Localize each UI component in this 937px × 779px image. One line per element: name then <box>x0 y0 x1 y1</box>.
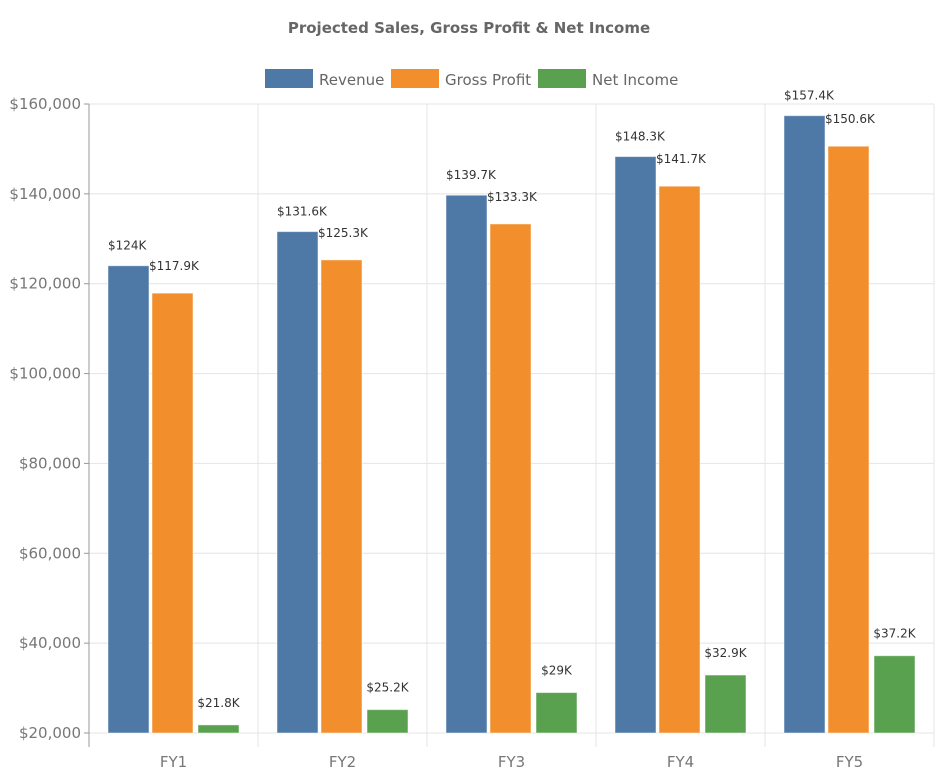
legend-label: Revenue <box>319 71 384 89</box>
data-label: $125.3K <box>318 226 369 240</box>
legend-swatch-net-income <box>538 69 586 88</box>
bar-net-income <box>704 674 747 734</box>
data-label: $157.4K <box>784 89 835 103</box>
x-tick-label: FY5 <box>836 753 863 771</box>
y-tick-label: $140,000 <box>9 185 81 203</box>
bar-revenue <box>783 115 826 734</box>
data-label: $117.9K <box>149 259 200 273</box>
data-label: $131.6K <box>277 205 328 219</box>
y-tick-label: $100,000 <box>9 365 81 383</box>
data-label: $141.7K <box>656 152 707 166</box>
bar-gross-profit <box>658 185 701 734</box>
bar-gross-profit <box>489 223 532 734</box>
x-tick-label: FY1 <box>160 753 187 771</box>
bar-revenue <box>614 156 657 734</box>
x-tick-label: FY4 <box>667 753 694 771</box>
y-tick-label: $60,000 <box>19 544 81 562</box>
y-tick-label: $20,000 <box>19 724 81 742</box>
bars: $124K$117.9K $21.8K $131.6K $125.3K $25.2K $1… <box>107 89 917 734</box>
data-label: $37.2K <box>873 627 916 641</box>
bar-net-income <box>366 709 409 734</box>
data-label: $133.3K <box>487 190 538 204</box>
chart-title: Projected Sales, Gross Profit & Net Inco… <box>288 19 650 37</box>
data-label: $148.3K <box>615 130 666 144</box>
bar-net-income <box>197 724 240 734</box>
data-label: $21.8K <box>197 696 240 710</box>
bar-gross-profit <box>151 292 194 734</box>
bar-gross-profit <box>320 259 363 734</box>
y-tick-label: $40,000 <box>19 634 81 652</box>
axes: $20,000 $40,000 $60,000 $80,000 $100,000 $120… <box>9 95 863 771</box>
data-label: $139.7K <box>446 168 497 182</box>
x-tick-label: FY3 <box>498 753 525 771</box>
data-label: $124K <box>108 239 148 253</box>
y-tick-label: $80,000 <box>19 454 81 472</box>
x-tick-label: FY2 <box>329 753 356 771</box>
bar-revenue <box>276 231 319 734</box>
legend-label: Gross Profit <box>445 71 531 89</box>
bar-net-income <box>873 655 916 734</box>
data-label: $25.2K <box>366 681 409 695</box>
legend-swatch-gross-profit <box>391 69 439 88</box>
data-label: $29K <box>541 664 573 678</box>
legend-swatch-revenue <box>265 69 313 88</box>
y-tick-label: $120,000 <box>9 275 81 293</box>
data-label: $32.9K <box>704 646 747 660</box>
legend-label: Net Income <box>592 71 678 89</box>
y-tick-label: $160,000 <box>9 95 81 113</box>
bar-revenue <box>107 265 150 734</box>
legend: Revenue Gross Profit Net Income <box>265 69 678 89</box>
bar-revenue <box>445 194 488 734</box>
bar-gross-profit <box>827 145 870 734</box>
data-label: $150.6K <box>825 112 876 126</box>
bar-net-income <box>535 692 578 734</box>
